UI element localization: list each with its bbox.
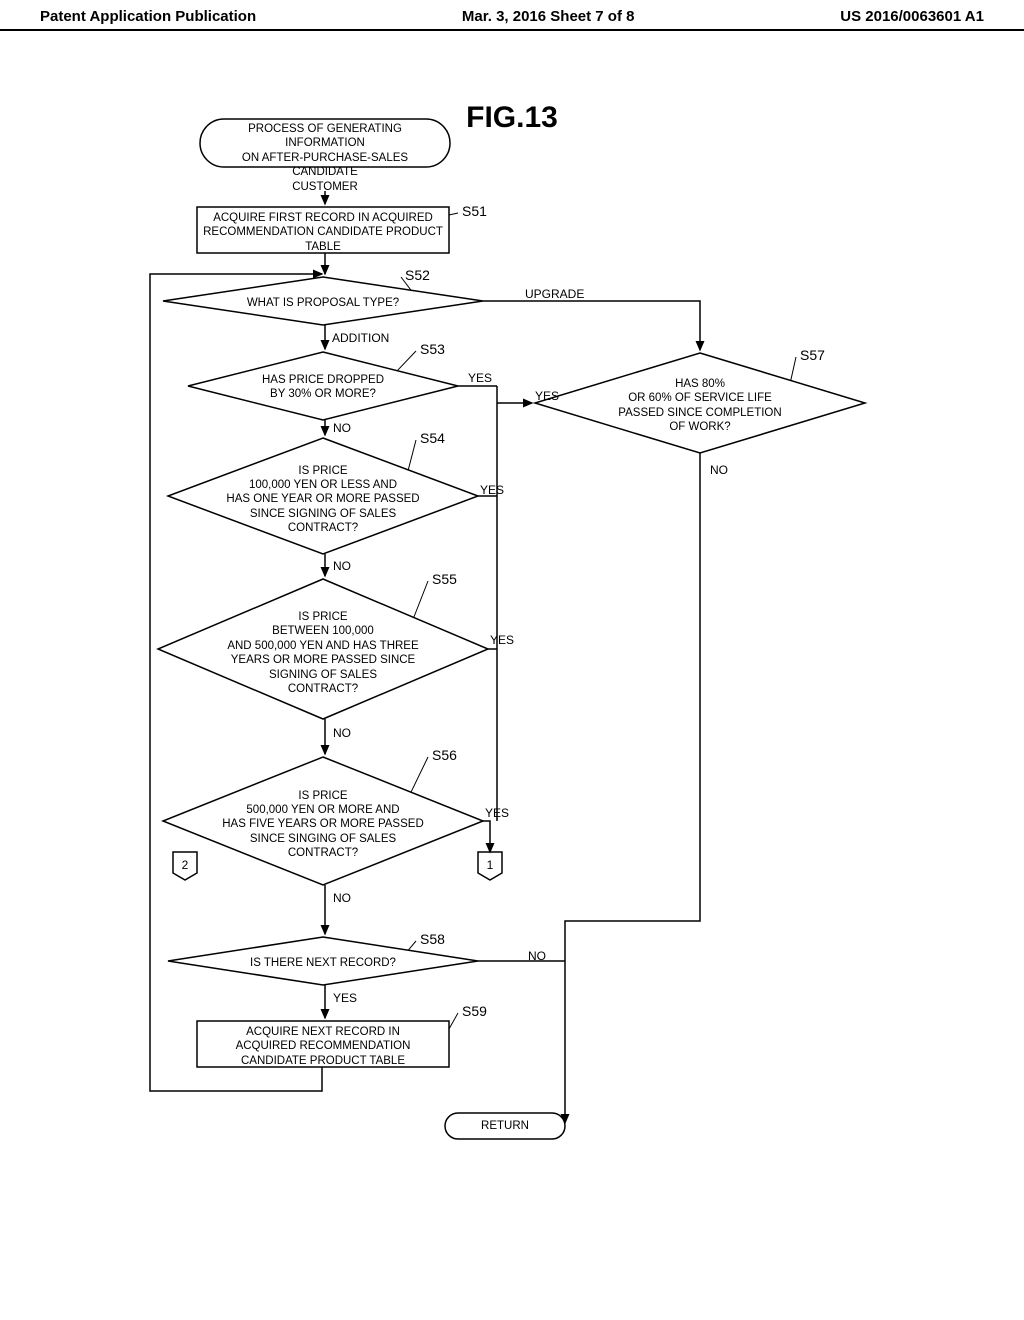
header-right: US 2016/0063601 A1 <box>840 8 984 25</box>
header-center: Mar. 3, 2016 Sheet 7 of 8 <box>462 8 635 25</box>
header-left: Patent Application Publication <box>40 8 256 25</box>
flowchart-figure: FIG.13 PROCESS OF GENERATING INFORMATION… <box>0 31 1024 1251</box>
page-header: Patent Application Publication Mar. 3, 2… <box>0 0 1024 31</box>
flowchart-svg <box>0 31 1024 1251</box>
